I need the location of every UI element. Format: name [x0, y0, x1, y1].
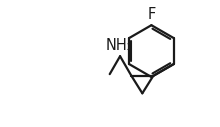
Text: F: F	[147, 7, 156, 22]
Text: NH₂: NH₂	[105, 38, 133, 53]
